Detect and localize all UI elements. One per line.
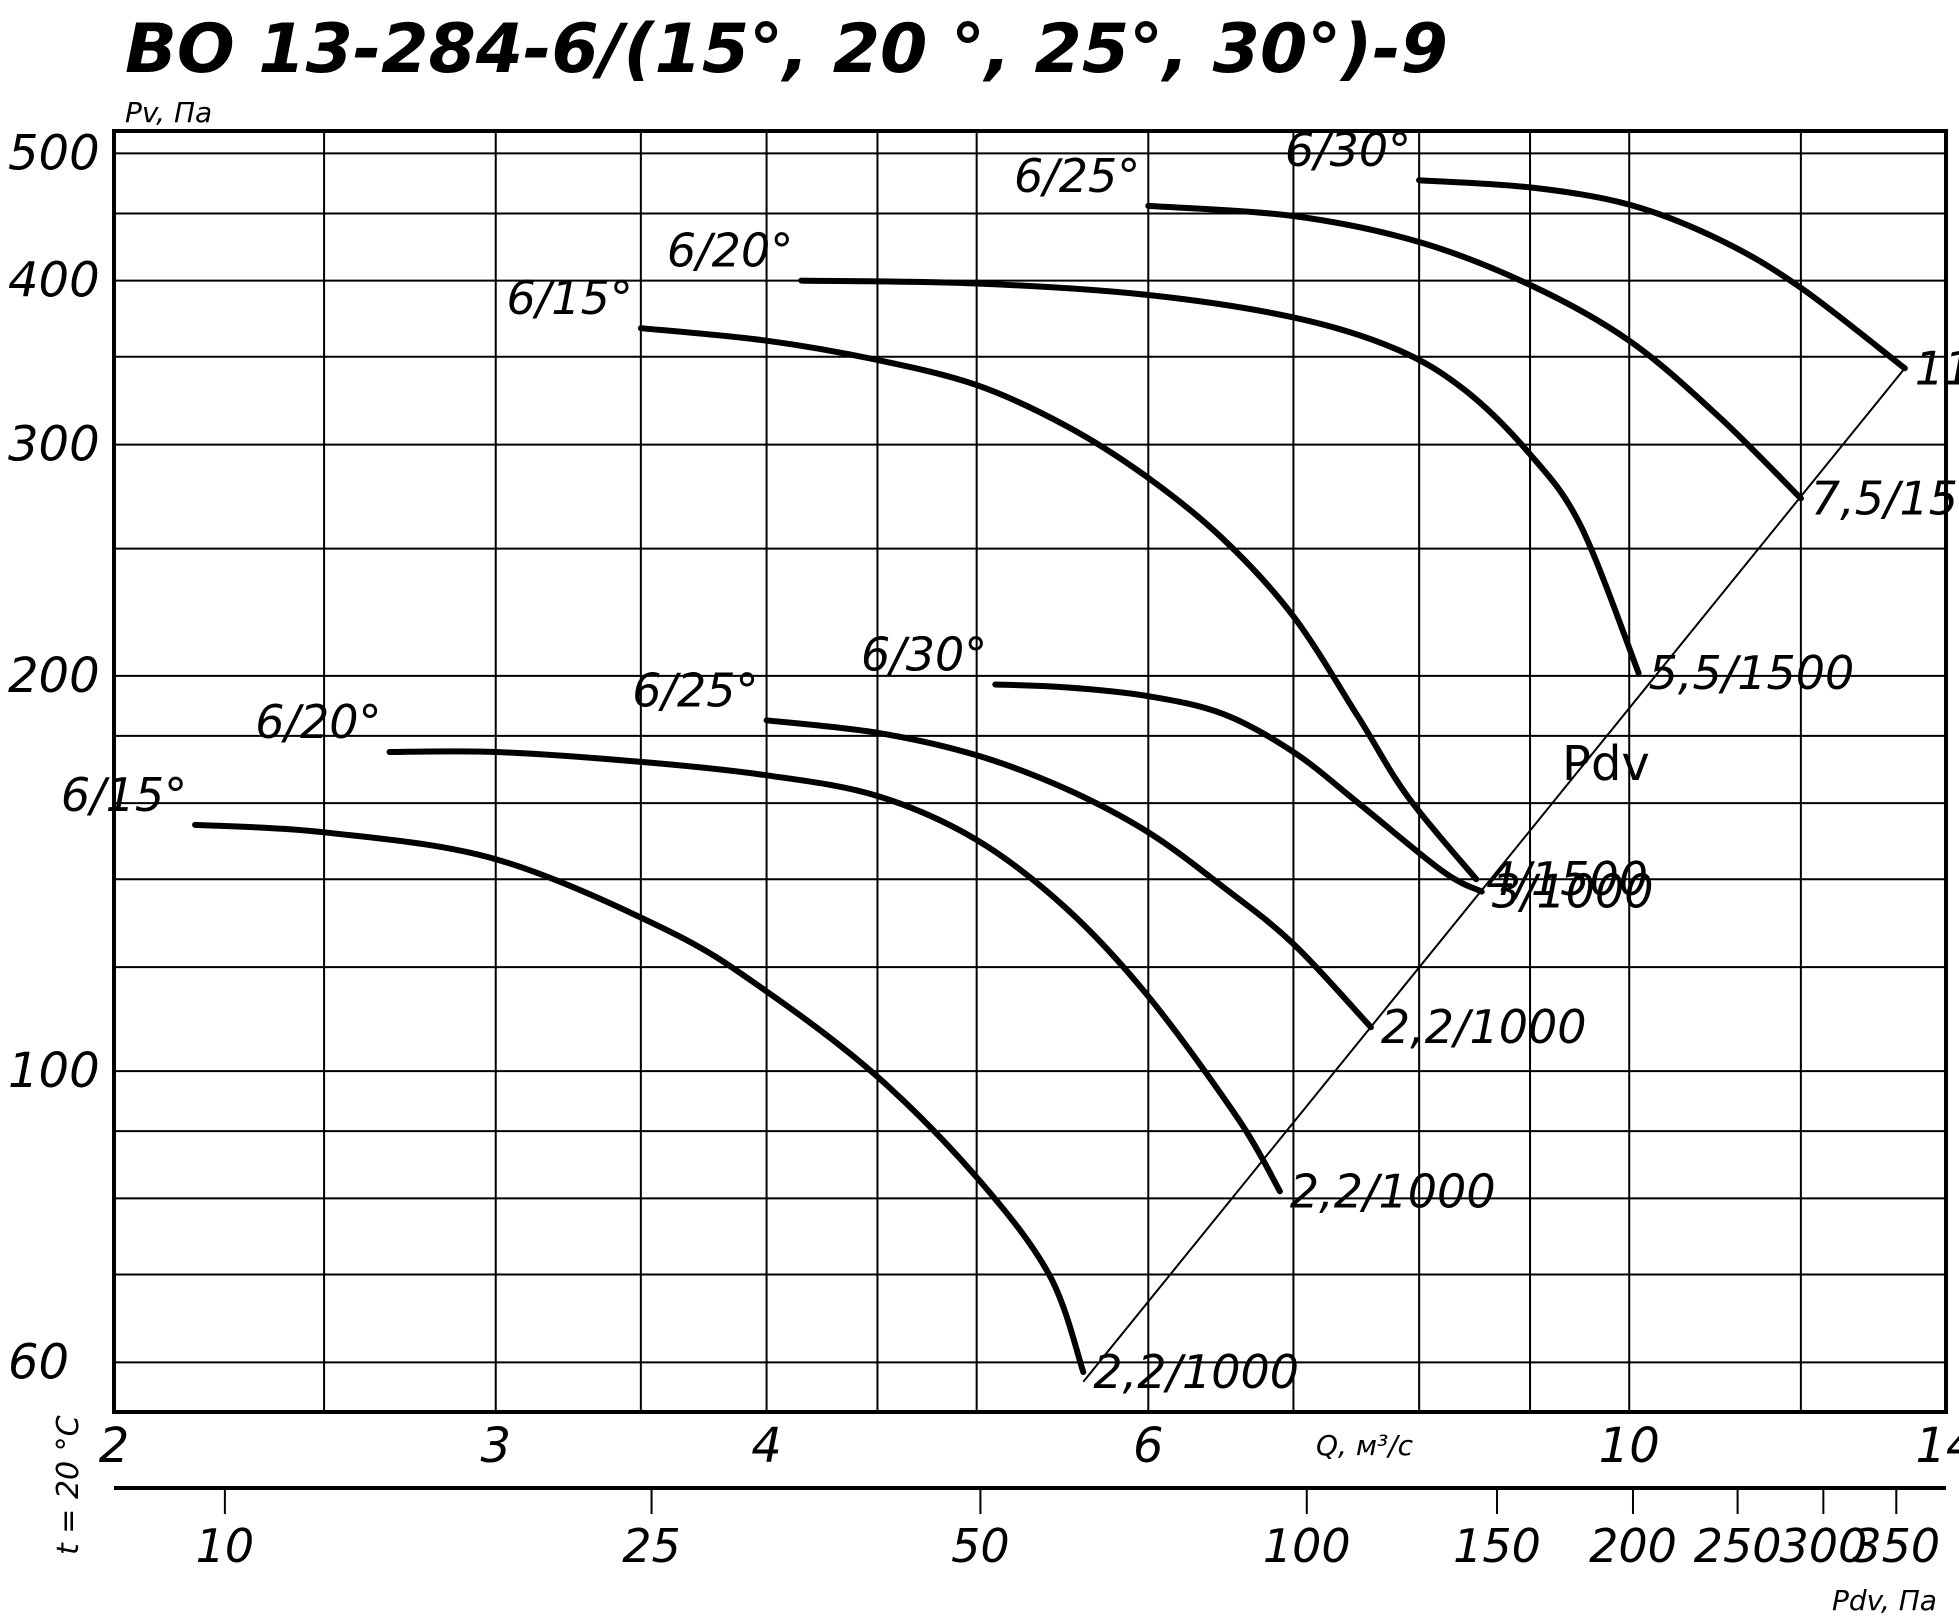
curve-name-label: 6/30° [861,627,987,681]
motor-label: 5,5/1500 [1649,646,1855,700]
y-tick-label: 60 [8,1334,69,1390]
pdv-axis-unit-label: Pdv, Па [1832,1584,1937,1617]
curve-6 [798,277,1642,676]
motor-label: 7,5/1500 [1811,471,1959,525]
pdv-line-label: Pdv [1562,736,1650,792]
pdv-tick-label: 300 [1779,1519,1867,1573]
x-tick-label: 14 [1915,1418,1959,1474]
curve-labels: 6/15° 2,2/1000 6/20° 2,2/1000 6/25° 2,2/1000 6… [61,123,1959,1399]
pdv-line [1082,367,1906,1383]
y-tick-label: 100 [8,1043,100,1099]
pdv-tick-label: 200 [1589,1519,1677,1573]
motor-label: 2,2/1000 [1093,1345,1299,1399]
motor-label: 4/1500 [1486,852,1648,906]
curve-name-label: 6/20° [667,224,793,278]
pdv-tick-label: 10 [196,1519,255,1573]
motor-label: 11/1500 [1915,341,1959,395]
curve-8 [1416,177,1908,372]
pdv-tick-label: 50 [951,1519,1010,1573]
grid-lines [114,131,1947,1412]
curve-4 [992,681,1485,895]
y-tick-label: 500 [8,125,100,181]
x-axis-unit-label: Q, м³/с [1316,1429,1414,1462]
curve-3 [763,717,1374,1031]
axes: 60 100 200 300 400 500 2 3 4 6 10 14 10 25 50 100 150 200… [8,125,1959,1573]
x-tick-label: 4 [751,1418,782,1474]
pdv-tick-label: 350 [1852,1519,1940,1573]
y-tick-label: 200 [8,648,100,704]
curve-name-label: 6/30° [1285,123,1411,177]
curve-2 [386,748,1283,1195]
curve-name-label: 6/15° [507,271,633,325]
curve-name-label: 6/15° [61,768,187,822]
curve-1 [192,821,1087,1375]
x-tick-label: 3 [480,1418,511,1474]
temperature-label: t = 20 °С [51,1415,86,1555]
motor-label: 2,2/1000 [1381,1000,1587,1054]
performance-curves [192,177,1908,1383]
y-tick-label: 400 [8,253,100,309]
plot-frame [112,129,1948,1414]
curve-name-label: 6/25° [632,663,758,717]
pdv-tick-label: 25 [622,1519,681,1573]
y-tick-label: 300 [8,417,100,473]
curve-name-label: 6/25° [1014,149,1140,203]
y-axis-unit-label: Pv, Па [125,96,212,129]
pdv-tick-label: 100 [1263,1519,1351,1573]
x-tick-label: 6 [1133,1418,1164,1474]
x-tick-label: 2 [99,1418,130,1474]
x-tick-label: 10 [1599,1418,1660,1474]
curve-5 [637,325,1480,883]
motor-label: 2,2/1000 [1290,1164,1496,1218]
curve-7 [1145,202,1804,502]
chart-title: ВО 13-284-6/(15°, 20 °, 25°, 30°)-9 [125,10,1448,89]
pdv-tick-label: 150 [1453,1519,1541,1573]
motor-label: 3/1000 [1492,865,1654,919]
curve-name-label: 6/20° [255,695,381,749]
pdv-tick-label: 250 [1694,1519,1782,1573]
